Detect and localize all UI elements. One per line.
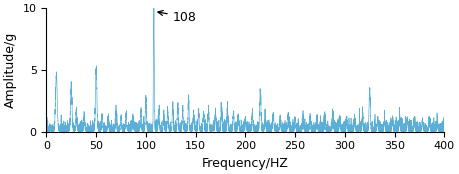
X-axis label: Frequency/HZ: Frequency/HZ [202,157,289,170]
Text: 108: 108 [158,10,196,23]
Y-axis label: Amplitude/g: Amplitude/g [4,32,17,108]
